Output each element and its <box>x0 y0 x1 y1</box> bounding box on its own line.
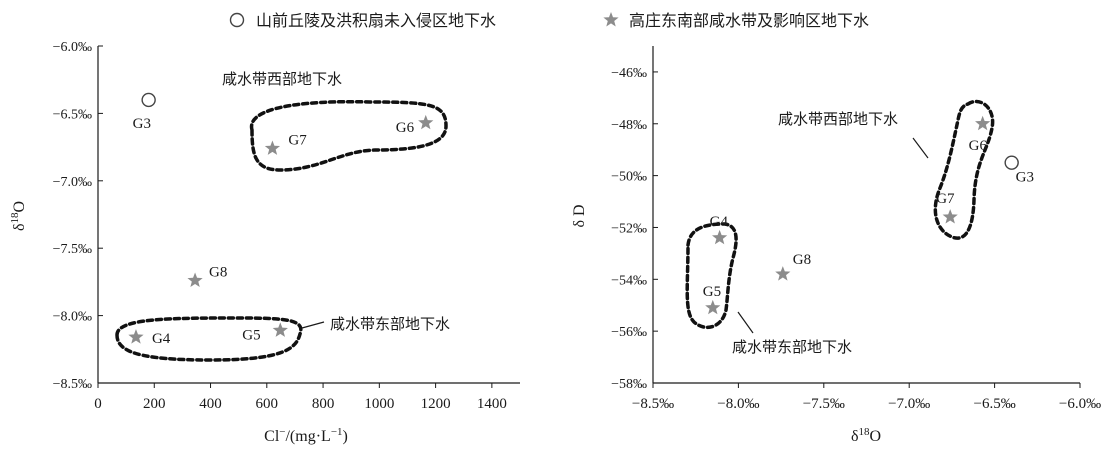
right-y-tick-label: −52‰ <box>611 221 647 236</box>
left-east-zone-leader <box>301 321 325 329</box>
left-west-zone-label: 咸水带西部地下水 <box>222 70 342 88</box>
point-label-g4: G4 <box>710 214 729 230</box>
left-x-tick-label: 1000 <box>364 396 394 412</box>
left-east-zone-contour <box>115 316 303 362</box>
point-g3-circle <box>141 92 156 108</box>
point-g4-star <box>128 329 144 344</box>
left-x-tick-label: 1400 <box>477 396 507 412</box>
left-y-tick-label: −6.0‰ <box>53 40 92 55</box>
right-chart: −8.5‰ −8.0‰ −7.5‰ −7.0‰ −6.5‰ −6.0‰ −46‰−48‰−… <box>571 46 1101 445</box>
right-x-tick-label: −8.0‰ <box>717 396 759 412</box>
point-g4-star <box>712 229 728 245</box>
point-label-g8: G8 <box>209 265 227 281</box>
right-y-tick-label: −58‰ <box>611 377 647 392</box>
point-label-g7: G7 <box>936 191 955 207</box>
point-g7-star <box>942 209 958 224</box>
left-east-zone-label: 咸水带东部地下水 <box>330 315 450 333</box>
right-x-axis-title: δ18O <box>851 426 881 445</box>
point-label-g7: G7 <box>288 132 307 148</box>
left-chart: 0 200 400 600 800 1000 1200 1400 −6.0‰ −6.5‰ −7.0… <box>9 40 520 445</box>
left-y-tick-label: −8.0‰ <box>53 310 92 325</box>
right-east-zone-label: 咸水带东部地下水 <box>732 338 852 356</box>
right-x-tick-label: −8.5‰ <box>632 396 674 412</box>
right-x-tick-label: −7.5‰ <box>803 396 845 412</box>
legend-label-1: 山前丘陵及洪积扇未入侵区地下水 <box>256 11 496 30</box>
left-x-ticks: 0 200 400 600 800 1000 1200 1400 <box>94 383 507 412</box>
right-y-axis-title: δ D <box>571 204 588 227</box>
right-west-zone-contour <box>933 99 995 240</box>
left-y-ticks: −6.0‰ −6.5‰ −7.0‰ −7.5‰ −8.0‰ −8.5‰ <box>53 40 103 392</box>
left-y-tick-label: −7.5‰ <box>53 242 92 257</box>
left-x-axis-title: Cl−/(mg·L−1) <box>264 426 348 445</box>
left-x-tick-label: 1200 <box>421 396 451 412</box>
left-y-tick-label: −8.5‰ <box>53 377 92 392</box>
point-g8-star <box>187 272 203 288</box>
point-g6-star <box>418 114 434 130</box>
left-y-axis-title: δ18O <box>9 201 28 231</box>
left-x-tick-label: 600 <box>256 396 279 412</box>
left-x-tick-label: 0 <box>94 396 102 412</box>
legend-label-2: 高庄东南部咸水带及影响区地下水 <box>629 11 869 30</box>
left-y-tick-label: −6.5‰ <box>53 107 92 122</box>
point-g8-star <box>775 266 791 281</box>
point-label-g6: G6 <box>396 120 415 136</box>
right-west-zone-label: 咸水带西部地下水 <box>778 110 898 128</box>
right-y-tick-label: −54‰ <box>611 273 647 288</box>
left-points: G3 G7 G6 G8 G4 G5 <box>128 92 434 347</box>
right-east-zone-leader <box>737 311 754 334</box>
legend: 山前丘陵及洪积扇未入侵区地下水 高庄东南部咸水带及影响区地下水 <box>229 11 869 30</box>
legend-circle-marker <box>229 12 245 28</box>
legend-star-marker <box>603 12 619 27</box>
right-x-tick-label: −6.0‰ <box>1059 396 1101 412</box>
right-x-tick-label: −6.5‰ <box>973 396 1015 412</box>
right-points: G6 G3 G7 G4 G8 G5 <box>703 115 1034 315</box>
point-label-g4: G4 <box>152 331 171 347</box>
point-g5-star <box>272 322 288 337</box>
point-g5-star <box>705 299 721 315</box>
point-label-g5: G5 <box>703 284 721 300</box>
right-y-tick-label: −56‰ <box>611 325 647 340</box>
right-y-tick-label: −48‰ <box>611 118 647 133</box>
point-g6-star <box>975 115 991 131</box>
right-west-zone-leader <box>912 137 929 159</box>
point-label-g6: G6 <box>969 138 988 154</box>
right-y-tick-label: −46‰ <box>611 66 647 81</box>
point-g3-circle <box>1004 155 1019 170</box>
right-east-zone-contour <box>685 222 738 330</box>
right-y-tick-label: −50‰ <box>611 170 647 185</box>
right-x-ticks: −8.5‰ −8.0‰ −7.5‰ −7.0‰ −6.5‰ −6.0‰ <box>632 383 1101 412</box>
point-label-g3: G3 <box>133 116 151 132</box>
point-label-g3: G3 <box>1016 170 1034 186</box>
right-y-ticks: −46‰ −48‰ −50‰ −52‰ −54‰ −56‰ −58‰ <box>611 66 658 392</box>
left-west-zone-contour <box>249 99 448 172</box>
point-label-g8: G8 <box>793 252 811 268</box>
right-x-tick-label: −7.0‰ <box>888 396 930 412</box>
point-g7-star <box>264 140 281 155</box>
left-x-tick-label: 400 <box>199 396 222 412</box>
left-x-tick-label: 800 <box>312 396 335 412</box>
left-y-tick-label: −7.0‰ <box>53 175 92 190</box>
point-label-g5: G5 <box>242 327 260 343</box>
left-x-tick-label: 200 <box>143 396 166 412</box>
